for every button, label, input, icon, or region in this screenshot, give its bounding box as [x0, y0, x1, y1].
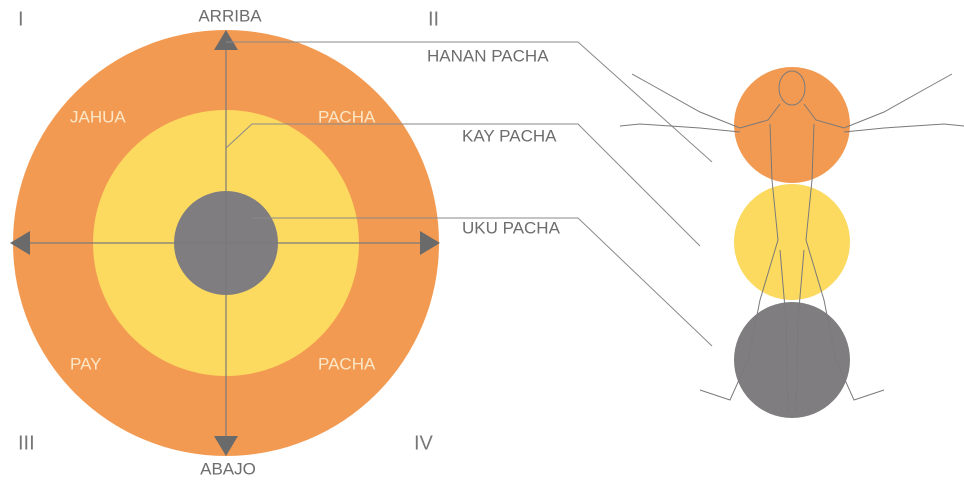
world-label: UKU PACHA [462, 218, 561, 237]
diagram: I II III IV ARRIBA ABAJO JAHUA PACHA PAY… [0, 0, 964, 483]
direction-label: ABAJO [200, 459, 256, 478]
circle-label: PACHA [318, 107, 376, 126]
quadrant-label: I [18, 8, 24, 30]
circle-label: JAHUA [70, 107, 126, 126]
circle-label: PAY [70, 354, 102, 373]
quadrant-label: II [428, 8, 439, 30]
kay-circle [734, 184, 850, 300]
quadrant-label: IV [414, 432, 434, 454]
uku-circle [734, 302, 850, 418]
world-label: KAY PACHA [462, 126, 557, 145]
quadrant-label: III [18, 432, 35, 454]
direction-label: ARRIBA [198, 6, 262, 25]
circle-label: PACHA [318, 354, 376, 373]
world-label: HANAN PACHA [427, 46, 549, 65]
